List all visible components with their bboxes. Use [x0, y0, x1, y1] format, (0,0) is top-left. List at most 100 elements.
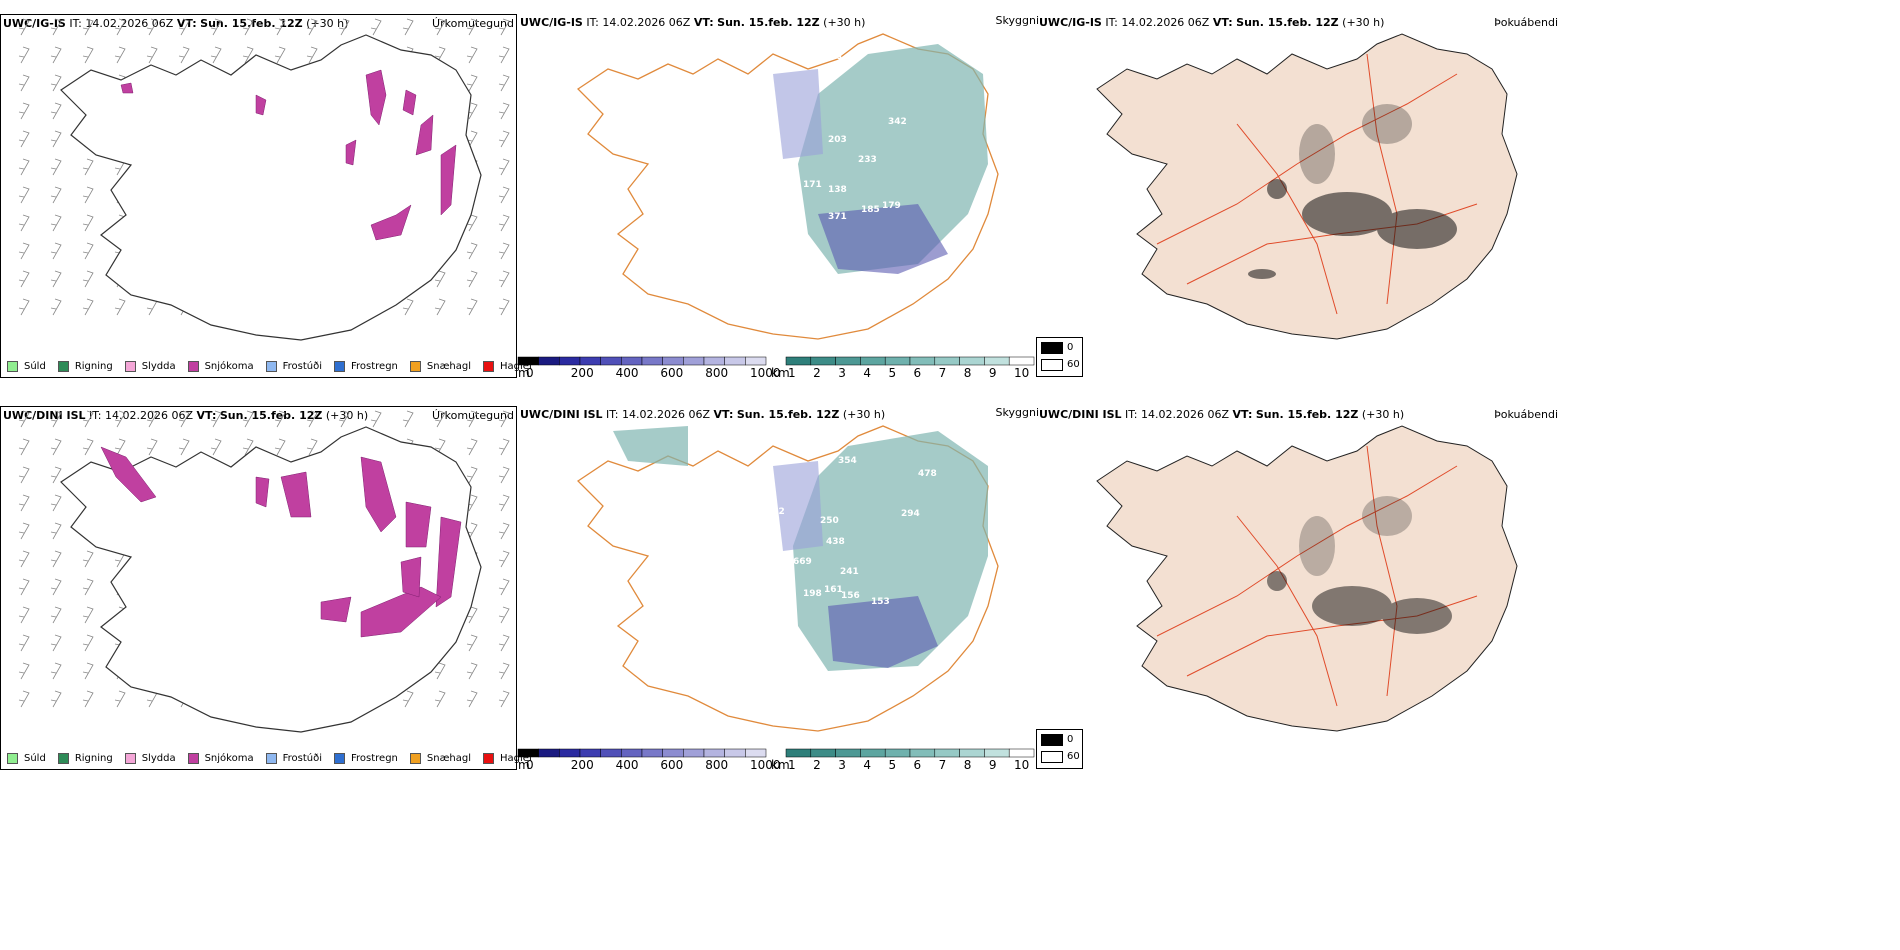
- vis-value-label: 247: [752, 494, 771, 504]
- wind-barb: [210, 46, 222, 64]
- precip-type-panel-row1: UWC/IG-IS IT: 14.02.2026 06Z VT: Sun. 15…: [0, 14, 532, 378]
- wind-barb: [18, 494, 30, 512]
- wind-barb: [466, 690, 478, 708]
- panel-header: UWC/DINI ISL IT: 14.02.2026 06Z VT: Sun.…: [520, 408, 886, 421]
- wind-barb: [434, 46, 446, 64]
- colorbar-cell: [984, 748, 1010, 758]
- legend-item: Rigning: [57, 753, 113, 764]
- panel-header: UWC/IG-IS IT: 14.02.2026 06Z VT: Sun. 15…: [3, 17, 349, 30]
- wind-barb: [498, 522, 510, 540]
- colorbar-tick-label: 8: [963, 758, 972, 772]
- precip-type-panel-row2: UWC/DINI ISL IT: 14.02.2026 06Z VT: Sun.…: [0, 406, 532, 770]
- legend-item: Frostúði: [265, 361, 322, 372]
- legend-swatch: [187, 361, 199, 372]
- wind-barb: [178, 46, 190, 64]
- wind-barb: [18, 102, 30, 120]
- vis-value-label: 252: [766, 507, 785, 517]
- panel-title: Úrkomutegund: [432, 409, 514, 422]
- colorbar-cell: [959, 356, 985, 366]
- colorbar-cell: [884, 356, 911, 366]
- wind-barb: [18, 270, 30, 288]
- wind-barb: [498, 438, 510, 456]
- legend-label: Slydda: [141, 361, 176, 372]
- colorbar-tick-label: 1000: [750, 758, 781, 772]
- wind-barb: [114, 298, 126, 316]
- wind-barb: [466, 634, 478, 652]
- wind-barb: [18, 466, 30, 484]
- wind-barb: [146, 410, 158, 428]
- colorbar-cell: [934, 356, 960, 366]
- wind-barb: [50, 662, 62, 680]
- height-unit: m: [518, 758, 530, 772]
- vis-value-label: 241: [840, 567, 859, 577]
- iceland-map-precip: [18, 18, 510, 341]
- distance-unit: km: [771, 366, 790, 380]
- wind-barb: [178, 438, 190, 456]
- wind-barb: [18, 186, 30, 204]
- wind-barb: [498, 214, 510, 232]
- legend-item: Slydda: [124, 361, 176, 372]
- wind-barb: [498, 410, 510, 428]
- panel-title: Skyggni: [995, 406, 1039, 419]
- wind-barb: [114, 438, 126, 456]
- colorbar-tick-label: 1000: [750, 366, 781, 380]
- colorbar-tick-label: 6: [913, 366, 922, 380]
- legend-item: Snæhagl: [409, 753, 472, 764]
- colorbar-cell: [745, 748, 767, 758]
- legend-item: Haglél: [483, 753, 532, 764]
- legend-label: Snæhagl: [426, 753, 472, 764]
- wind-barb: [50, 242, 62, 260]
- legend-swatch: [124, 361, 136, 372]
- colorbar-cell: [860, 356, 886, 366]
- vis-value-label: 233: [858, 155, 877, 165]
- legend-label: Rigning: [74, 753, 113, 764]
- wind-barb: [82, 214, 94, 232]
- colorbar-tick-label: 8: [963, 366, 972, 380]
- wind-barb: [466, 410, 478, 428]
- colorbar-cell: [835, 748, 861, 758]
- legend-label: Slydda: [141, 753, 176, 764]
- wind-barb: [50, 18, 62, 36]
- colorbar-tick-label: 2: [813, 758, 821, 772]
- wind-barb: [50, 438, 62, 456]
- legend-item: Snæhagl: [409, 361, 471, 372]
- wind-barb: [18, 242, 30, 260]
- distance-colorbar: [785, 748, 1035, 758]
- panel-title: Þokuábendi: [1494, 408, 1558, 421]
- wind-barb: [434, 298, 446, 316]
- wind-barb: [498, 18, 510, 36]
- wind-barb: [50, 214, 62, 232]
- wind-barb: [466, 298, 478, 316]
- legend-swatch: [57, 753, 69, 764]
- wind-barb: [466, 466, 478, 484]
- wind-barb: [114, 690, 126, 708]
- wind-barb: [82, 690, 94, 708]
- wind-barb: [498, 186, 510, 204]
- wind-barb: [82, 18, 94, 36]
- precip-type-legend: Súld Rigning Slydda Snjókoma Frostúði Frostre…: [7, 361, 544, 372]
- legend-swatch: [483, 753, 495, 764]
- wind-barb: [50, 690, 62, 708]
- colorbar-cell: [810, 356, 836, 366]
- colorbar-tick-label: 800: [705, 366, 729, 380]
- colorbar-cell: [745, 356, 767, 366]
- wind-barb: [18, 298, 30, 316]
- wind-barb: [18, 214, 30, 232]
- wind-barb: [242, 410, 254, 428]
- fog-legend-box: 0 60: [1036, 729, 1083, 769]
- vis-value-label: 294: [901, 509, 920, 519]
- wind-barb: [242, 46, 254, 64]
- vis-value-label: 340: [744, 167, 763, 177]
- wind-barb: [82, 298, 94, 316]
- legend-swatch: [187, 753, 199, 764]
- wind-barb: [498, 606, 510, 624]
- wind-barb: [498, 634, 510, 652]
- wind-barb: [466, 74, 478, 92]
- fog-legend-box: 0 60: [1036, 337, 1083, 377]
- wind-barb: [82, 634, 94, 652]
- wind-barb: [50, 550, 62, 568]
- wind-barb: [242, 438, 254, 456]
- wind-barb: [82, 158, 94, 176]
- vis-value-label: 179: [882, 201, 901, 211]
